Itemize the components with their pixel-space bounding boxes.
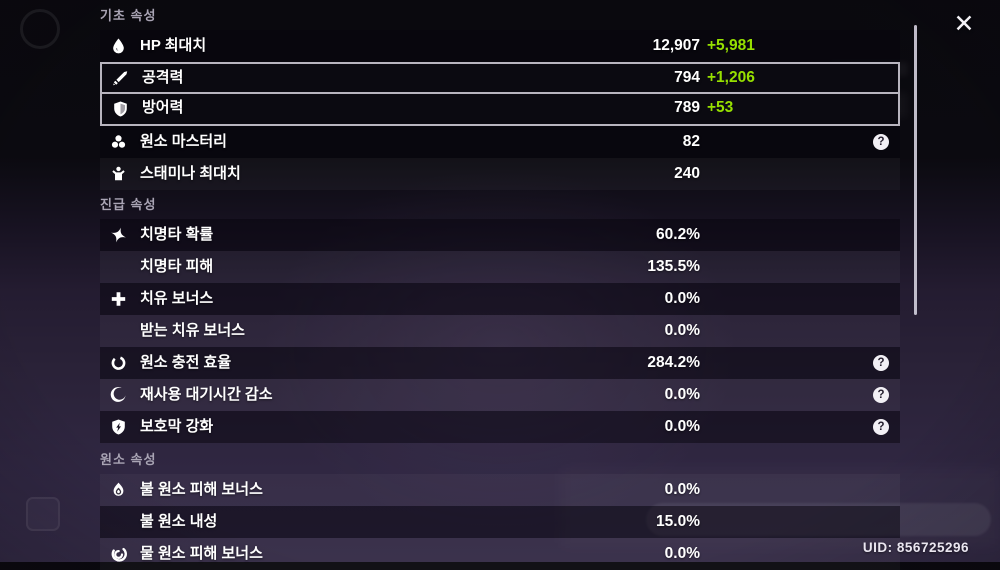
close-button[interactable]: ✕ xyxy=(953,10,975,38)
stat-row[interactable]: 불 원소 내성 15.0% xyxy=(100,506,900,538)
hydro-icon xyxy=(109,545,128,564)
stat-label: 보호막 강화 xyxy=(140,418,214,435)
healing-bonus-icon xyxy=(109,290,128,309)
stat-row[interactable]: 치유 보너스 0.0% xyxy=(100,283,900,315)
elemental-mastery-icon xyxy=(109,133,128,152)
stat-label: 원소 충전 효율 xyxy=(140,354,232,371)
stat-row[interactable]: 치명타 피해 135.5% xyxy=(100,251,900,283)
background-button-blur xyxy=(646,503,991,536)
stat-bonus-value: +53 xyxy=(707,99,734,116)
cooldown-reduction-icon xyxy=(109,386,128,405)
stat-value: 60.2% xyxy=(656,226,700,243)
stat-label: 불 원소 내성 xyxy=(140,513,218,530)
stat-label: 치명타 피해 xyxy=(140,258,214,275)
stat-row[interactable]: HP 최대치 12,907 +5,981 xyxy=(100,30,900,62)
stat-bonus-value: +5,981 xyxy=(707,37,755,54)
uid-label: UID: 856725296 xyxy=(862,540,969,555)
section-header: 원소 속성 xyxy=(100,452,157,467)
stat-value: 240 xyxy=(674,165,700,182)
defense-icon xyxy=(111,100,130,119)
scrollbar[interactable] xyxy=(914,25,917,315)
stat-value: 82 xyxy=(682,133,700,150)
stat-value: 12,907 xyxy=(652,37,700,54)
stat-bonus-value: +1,206 xyxy=(707,69,755,86)
stat-label: 원소 마스터리 xyxy=(140,133,227,150)
stat-label: 치유 보너스 xyxy=(140,290,214,307)
stat-label: 물 원소 피해 보너스 xyxy=(140,545,263,562)
section-header: 진급 속성 xyxy=(100,197,157,212)
attributes-panel: 기초 속성 HP 최대치 12,907 +5,981 공격력 794 +1,206 방어력 78… xyxy=(100,4,900,570)
stat-row[interactable]: 보호막 강화 0.0%? xyxy=(100,411,900,443)
stat-value: 15.0% xyxy=(656,513,700,530)
stat-value: 794 xyxy=(674,69,700,86)
energy-recharge-icon xyxy=(109,354,128,373)
help-icon[interactable]: ? xyxy=(873,355,889,371)
stat-value: 0.0% xyxy=(664,481,700,498)
stat-row[interactable]: 원소 마스터리 82? xyxy=(100,126,900,158)
stat-value: 135.5% xyxy=(647,258,700,275)
crit-rate-icon xyxy=(109,226,128,245)
stat-row[interactable]: 물 원소 피해 보너스 0.0% xyxy=(100,538,900,570)
stat-label: 재사용 대기시간 감소 xyxy=(140,386,273,403)
background-chip-icon xyxy=(26,497,60,531)
stat-label: 스태미나 최대치 xyxy=(140,165,241,182)
stat-row[interactable]: 스태미나 최대치 240 xyxy=(100,158,900,190)
stat-row[interactable]: 재사용 대기시간 감소 0.0%? xyxy=(100,379,900,411)
stat-value: 0.0% xyxy=(664,290,700,307)
background-emblem-icon xyxy=(20,9,60,49)
section-header: 기초 속성 xyxy=(100,8,157,23)
hp-icon xyxy=(109,37,128,56)
stat-row[interactable]: 방어력 789 +53 xyxy=(100,94,900,126)
stat-label: 치명타 확률 xyxy=(140,226,214,243)
stat-value: 0.0% xyxy=(664,322,700,339)
help-icon[interactable]: ? xyxy=(873,134,889,150)
stat-label: 공격력 xyxy=(142,69,184,86)
stat-value: 0.0% xyxy=(664,386,700,403)
stat-label: HP 최대치 xyxy=(140,37,207,54)
help-icon[interactable]: ? xyxy=(873,419,889,435)
stamina-icon xyxy=(109,165,128,184)
shield-strength-icon xyxy=(109,418,128,437)
attack-icon xyxy=(111,69,130,88)
stat-value: 789 xyxy=(674,99,700,116)
stat-row[interactable]: 원소 충전 효율 284.2%? xyxy=(100,347,900,379)
stat-label: 불 원소 피해 보너스 xyxy=(140,481,263,498)
stat-label: 받는 치유 보너스 xyxy=(140,322,245,339)
pyro-icon xyxy=(109,481,128,500)
help-icon[interactable]: ? xyxy=(873,387,889,403)
stat-row[interactable]: 받는 치유 보너스 0.0% xyxy=(100,315,900,347)
stat-row[interactable]: 치명타 확률 60.2% xyxy=(100,219,900,251)
stat-value: 0.0% xyxy=(664,545,700,562)
stat-label: 방어력 xyxy=(142,99,184,116)
stat-row[interactable]: 불 원소 피해 보너스 0.0% xyxy=(100,474,900,506)
stat-row[interactable]: 공격력 794 +1,206 xyxy=(100,62,900,94)
stat-value: 284.2% xyxy=(647,354,700,371)
stat-value: 0.0% xyxy=(664,418,700,435)
